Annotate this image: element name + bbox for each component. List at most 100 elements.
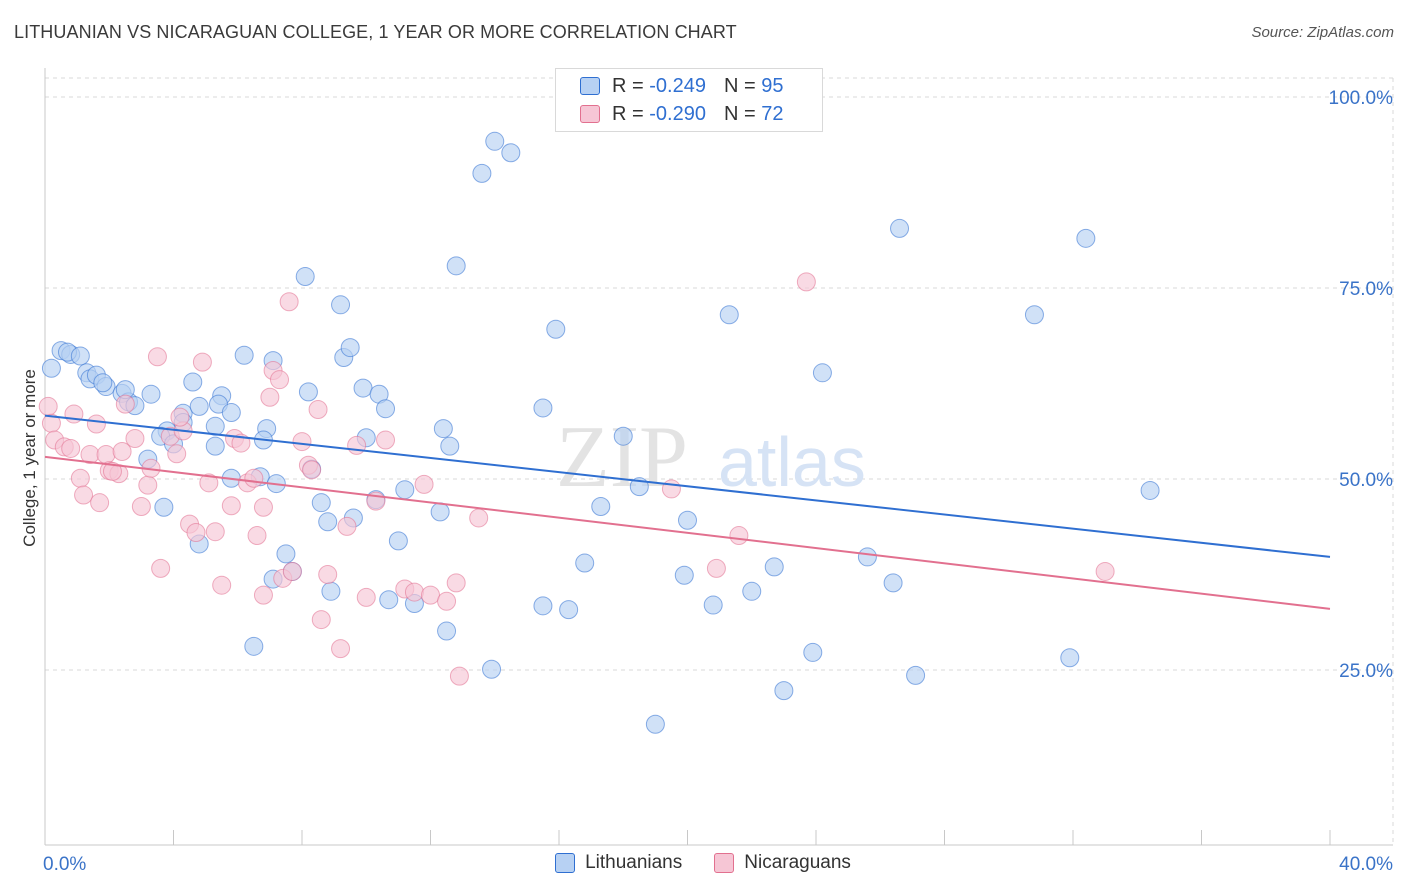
nicaraguan-point [270,370,290,390]
lithuanian-point [321,581,341,601]
nicaraguan-point [102,461,122,481]
lithuanian-point [472,163,492,183]
correlation-legend: R = -0.249 N = 95 R = -0.290 N = 72 [555,68,823,132]
nicaraguan-point [253,497,273,517]
nicaraguan-point [446,573,466,593]
watermark-atlas: atlas [718,423,866,501]
lithuanian-point [803,642,823,662]
lithuanian-point [331,295,351,315]
lithuanian-point [812,363,832,383]
lithuanian-point [311,493,331,513]
legend-n-label: N = [723,74,756,97]
nicaraguan-point [729,526,749,546]
legend-r-value-lithuanians: -0.249 [649,74,706,97]
lithuanian-point [1140,480,1160,500]
nicaraguan-point [260,387,280,407]
lithuanian-point [276,544,296,564]
nicaraguan-point [311,610,331,630]
lithuanian-point [533,398,553,418]
legend-swatch-lithuanians [580,77,600,95]
lithuanian-point [41,358,61,378]
nicaraguan-point [253,585,273,605]
legend-n-label: N = [723,102,756,125]
nicaraguan-point [61,438,81,458]
nicaraguan-point [1095,561,1115,581]
lithuanian-point [559,600,579,620]
lithuanian-point [318,512,338,532]
nicaraguan-point [38,396,58,416]
nicaraguan-point [147,347,167,367]
lithuanian-point [591,497,611,517]
lithuanian-point [485,131,505,151]
nicaraguan-point [437,591,457,611]
lithuanian-point [437,621,457,641]
lithuanian-point [221,403,241,423]
lithuanian-point [244,636,264,656]
lithuanian-point [353,378,373,398]
trend-line-nicaraguans [44,455,1331,610]
lithuanian-point [890,218,910,238]
lithuanian-point [883,573,903,593]
nicaraguan-point [331,639,351,659]
lithuanian-point [440,436,460,456]
trend-line-lithuanians [44,414,1331,558]
series-swatch-lithuanians [555,853,576,873]
lithuanian-point [719,305,739,325]
lithuanian-point [340,338,360,358]
lithuanian-point [613,426,633,446]
nicaraguan-point [469,508,489,528]
trend-layer [44,414,1331,610]
series-legend: Lithuanians Nicaraguans [0,852,1406,874]
lithuanian-point [1060,648,1080,668]
y-tick-label: 75.0% [1339,279,1393,300]
lithuanian-point [93,373,113,393]
source-label: Source: ZipAtlas.com [1251,24,1394,41]
nicaraguan-point [96,445,116,465]
lithuanian-point [674,565,694,585]
lithuanian-point [764,557,784,577]
lithuanian-point [379,590,399,610]
lithuanian-point [482,659,502,679]
nicaraguan-point [151,558,171,578]
nicaraguan-point [337,516,357,536]
legend-row-lithuanians: R = -0.249 N = 95 [580,73,783,99]
nicaraguan-point [347,435,367,455]
series-label-nicaraguans: Nicaraguans [744,852,851,873]
nicaraguan-point [86,414,106,434]
series-legend-nicaraguans[interactable]: Nicaraguans [714,852,851,874]
series-legend-lithuanians[interactable]: Lithuanians [555,852,682,874]
nicaraguan-point [138,475,158,495]
lithuanian-point [205,436,225,456]
y-axis-label: College, 1 year or more [20,369,39,547]
nicaraguan-point [706,558,726,578]
nicaraguan-point [421,585,440,605]
nicaraguan-point [186,522,206,542]
nicaraguan-point [796,272,816,292]
nicaraguan-point [356,587,376,607]
nicaraguan-point [414,474,434,494]
nicaraguan-point [404,582,424,602]
legend-r-label: R = [612,102,644,125]
nicaraguan-point [170,407,190,427]
axis-layer [44,68,1393,846]
nicaraguan-point [74,485,94,505]
legend-n-value-lithuanians: 95 [761,74,784,97]
nicaraguan-point [192,352,212,372]
tick-label-layer: 25.0% 50.0% 75.0% 100.0% 0.0% 40.0% [43,88,1393,875]
nicaraguan-point [282,561,302,581]
lithuanian-point [395,480,415,500]
lithuanian-point [1024,305,1044,325]
lithuanian-point [234,345,254,365]
lithuanian-point [189,396,209,416]
legend-n-value-nicaraguans: 72 [761,102,784,125]
lithuanian-point [575,553,595,573]
legend-r-value-nicaraguans: -0.290 [649,102,706,125]
nicaraguan-point [125,429,145,449]
nicaraguan-point [221,496,241,516]
nicaraguan-point [205,522,225,542]
nicaraguan-point [661,479,681,499]
legend-r-label: R = [612,74,644,97]
nicaraguan-point [376,430,396,450]
lithuanian-point [430,502,450,522]
